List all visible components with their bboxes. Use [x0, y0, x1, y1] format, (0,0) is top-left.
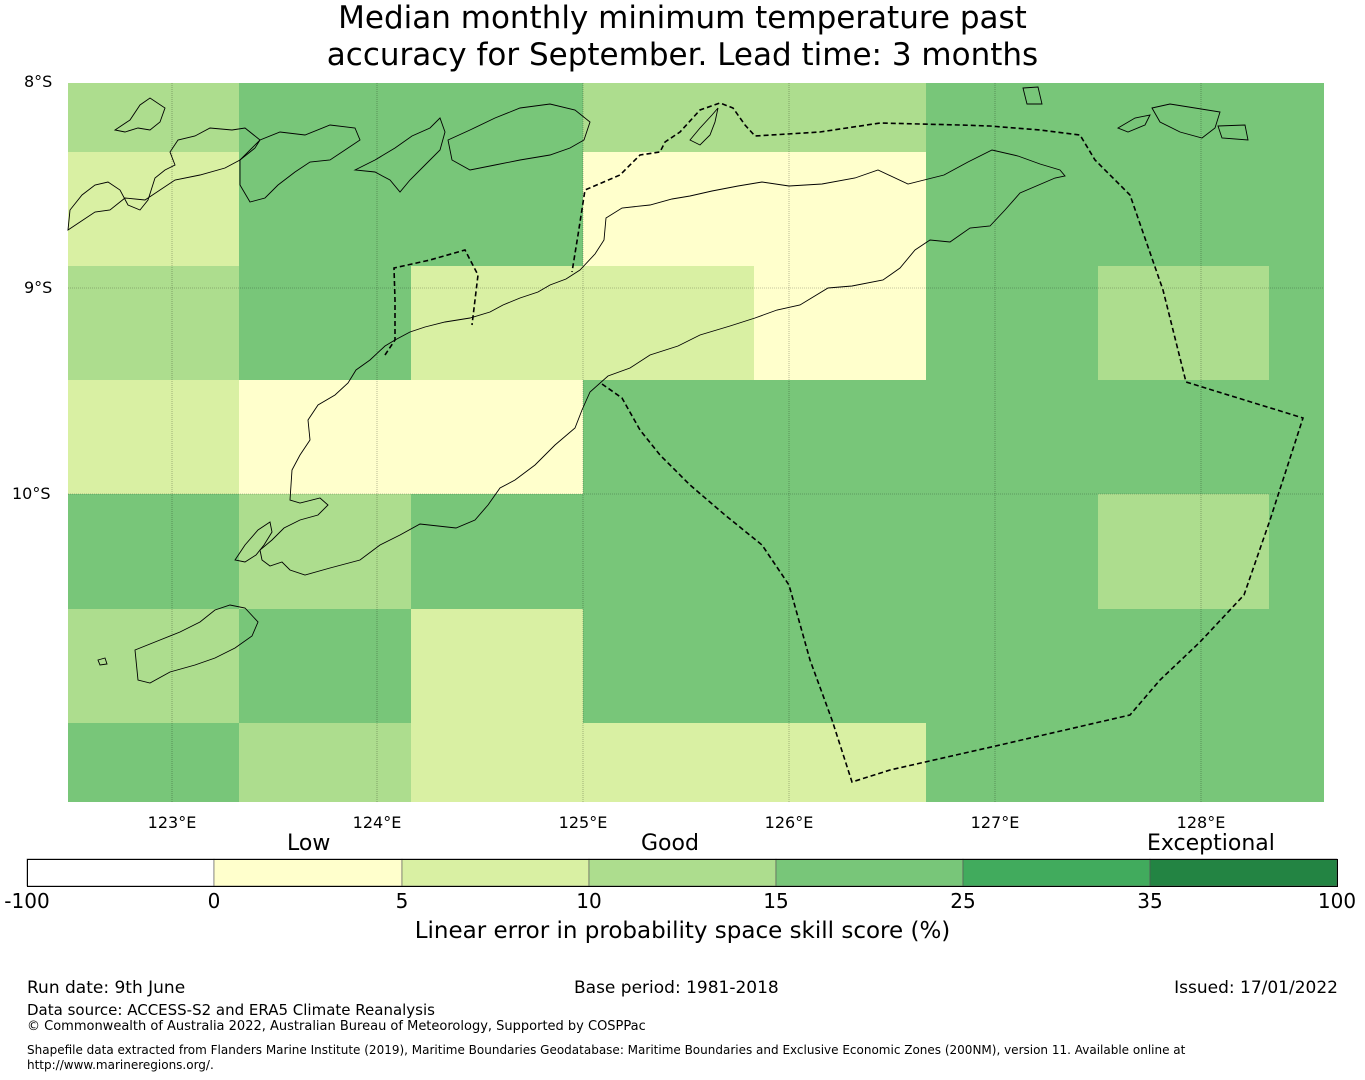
colorbar-category-low: Low — [287, 831, 331, 856]
eez-boundaries — [384, 102, 1305, 784]
moa-coastline — [1151, 103, 1221, 139]
grid-cell — [583, 83, 754, 152]
grid-cell — [411, 723, 583, 802]
base-period: Base period: 1981-2018 — [574, 978, 779, 998]
grid-cell — [926, 494, 1098, 609]
run-date: Run date: 9th June — [27, 978, 186, 998]
grid-cell — [411, 609, 583, 723]
data-source: Data source: ACCESS-S2 and ERA5 Climate … — [27, 1001, 435, 1019]
grid-cell — [239, 609, 411, 723]
title-line-2: accuracy for September. Lead time: 3 mon… — [326, 37, 1039, 73]
grid-cell — [68, 266, 239, 380]
rote-island-coastline — [234, 521, 273, 563]
grid-cell — [583, 380, 754, 494]
grid-cell — [1098, 609, 1269, 723]
flores-north-coastline — [113, 97, 166, 133]
grid-cell — [68, 380, 239, 494]
colorbar-tick-10: 10 — [576, 889, 602, 913]
grid-cell — [239, 152, 411, 266]
alor-coastline — [239, 124, 361, 203]
kisar-coastline — [1022, 86, 1043, 105]
grid-cell — [926, 266, 1098, 380]
grid-cell — [239, 723, 411, 802]
grid-cell — [926, 152, 1098, 266]
grid-cell — [926, 380, 1098, 494]
grid-cell — [583, 494, 754, 609]
grid-cell — [411, 380, 583, 494]
lon-label-124e: 124°E — [352, 813, 402, 832]
coastlines — [67, 86, 1249, 684]
grid-cell — [754, 152, 926, 266]
grid-cell — [1098, 494, 1269, 609]
grid-cell — [68, 83, 239, 152]
grid-cell — [583, 609, 754, 723]
lakor-coastline — [1217, 124, 1249, 141]
sawu-island-coastline — [134, 604, 259, 684]
grid-cell — [1098, 380, 1269, 494]
graticule — [68, 83, 1324, 802]
grid-cell — [583, 152, 754, 266]
grid-cell — [1269, 83, 1324, 802]
grid-cell — [583, 266, 754, 380]
issued-date: Issued: 17/01/2022 — [1174, 978, 1338, 998]
lon-label-128e: 128°E — [1176, 813, 1226, 832]
grid-cell — [411, 494, 583, 609]
grid-cell — [68, 152, 239, 266]
grid-cell — [926, 723, 1098, 802]
grid-cell — [239, 494, 411, 609]
grid-cell — [754, 266, 926, 380]
grid-cell — [239, 83, 411, 152]
lat-label-8s: 8°S — [24, 72, 53, 91]
grid-cell — [583, 723, 754, 802]
grid-cell — [1098, 266, 1269, 380]
grid-cell — [239, 380, 411, 494]
grid-cell — [754, 83, 926, 152]
colorbar-tick-35: 35 — [1137, 889, 1163, 913]
small-island-west-coastline — [97, 657, 108, 666]
grid-cell — [754, 380, 926, 494]
map-title: Median monthly minimum temperature past … — [0, 0, 1365, 74]
grid-cell — [926, 83, 1098, 152]
colorbar-category-exceptional: Exceptional — [1147, 831, 1275, 856]
grid-cell — [411, 266, 583, 380]
lon-label-127e: 127°E — [970, 813, 1020, 832]
shapefile-credit: Shapefile data extracted from Flanders M… — [27, 1043, 1186, 1072]
skill-grid — [68, 83, 1324, 802]
grid-cell — [926, 609, 1098, 723]
atauro-coastline — [689, 107, 719, 146]
grid-cell — [68, 723, 239, 802]
grid-cell — [1098, 83, 1269, 152]
wetar-coastline — [447, 103, 591, 171]
lat-label-9s: 9°S — [24, 278, 53, 297]
grid-cell — [239, 266, 411, 380]
colorbar-tick-0: 0 — [207, 889, 221, 913]
lat-label-10s: 10°S — [12, 484, 51, 503]
grid-cell — [411, 152, 583, 266]
grid-cell — [754, 494, 926, 609]
colorbar-tick-minus100: -100 — [4, 889, 50, 913]
grid-cell — [754, 723, 926, 802]
grid-cell — [68, 609, 239, 723]
colorbar-tick-5: 5 — [395, 889, 409, 913]
colorbar-category-good: Good — [641, 831, 699, 856]
lon-label-125e: 125°E — [558, 813, 608, 832]
title-line-1: Median monthly minimum temperature past — [338, 0, 1027, 36]
grid-cell — [1098, 723, 1269, 802]
grid-cell — [1098, 152, 1269, 266]
oecusse-eez-boundary — [384, 249, 479, 356]
lon-label-126e: 126°E — [764, 813, 814, 832]
grid-cell — [754, 609, 926, 723]
copyright: © Commonwealth of Australia 2022, Austra… — [27, 1019, 646, 1034]
colorbar-title: Linear error in probability space skill … — [414, 918, 951, 944]
timor-coastline — [259, 149, 1066, 576]
leti-coastline — [1116, 114, 1151, 133]
grid-cell — [68, 494, 239, 609]
lon-label-123e: 123°E — [147, 813, 197, 832]
colorbar-tick-100: 100 — [1317, 889, 1357, 913]
flores-coastline — [67, 127, 261, 231]
colorbar-tick-15: 15 — [763, 889, 789, 913]
colorbar-tick-25: 25 — [950, 889, 976, 913]
pantar-coastline — [353, 117, 446, 193]
